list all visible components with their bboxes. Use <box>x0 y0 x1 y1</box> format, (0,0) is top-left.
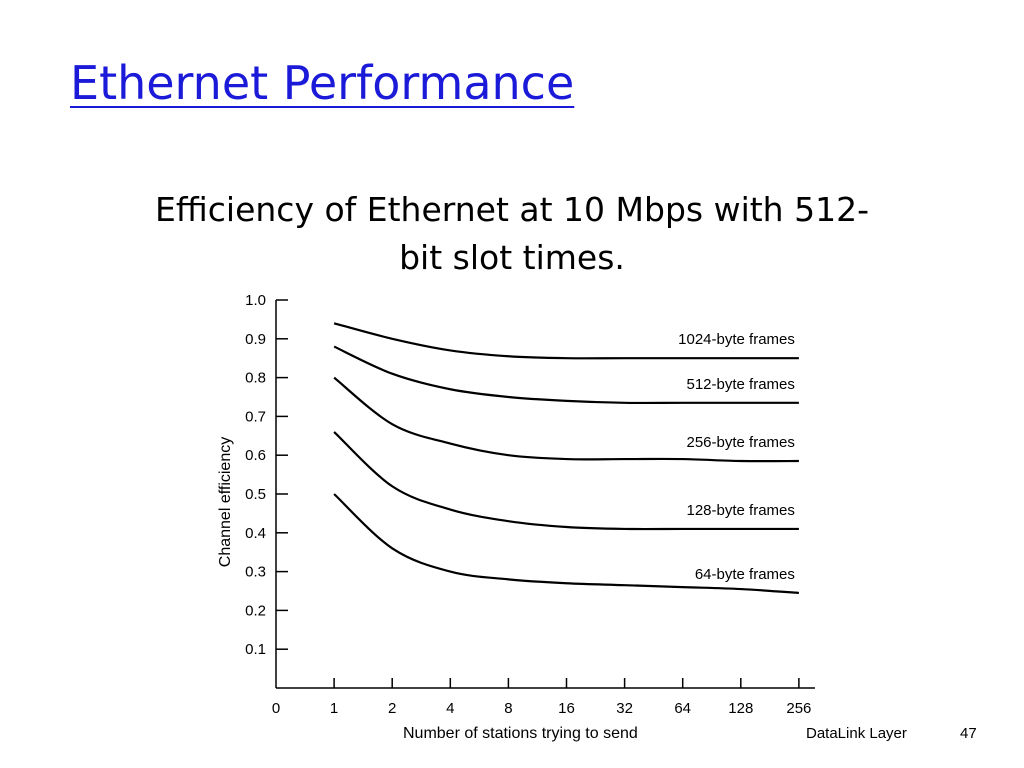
series-label: 512-byte frames <box>687 376 795 393</box>
y-tick-label: 0.2 <box>245 602 266 619</box>
x-tick-label: 2 <box>388 700 396 717</box>
series-label: 64-byte frames <box>695 566 795 583</box>
subtitle-line-2: bit slot times. <box>399 238 625 277</box>
series-line <box>333 376 799 463</box>
series-label: 256-byte frames <box>687 434 795 451</box>
y-tick-label: 0.6 <box>245 447 266 464</box>
y-tick-label: 0.9 <box>245 331 266 348</box>
series-line <box>333 493 799 595</box>
x-tick-label: 1 <box>330 700 338 717</box>
x-tick-label: 4 <box>446 700 454 717</box>
y-tick-label: 1.0 <box>245 292 266 309</box>
x-axis-label: Number of stations trying to send <box>403 725 638 742</box>
slide-title: Ethernet Performance <box>70 56 575 110</box>
y-tick-label: 0.4 <box>245 525 266 542</box>
x-tick-label: 256 <box>786 700 811 717</box>
y-tick-label: 0.7 <box>245 408 266 425</box>
x-tick-label: 128 <box>728 700 753 717</box>
y-tick-label: 0.8 <box>245 370 266 387</box>
x-tick-label: 32 <box>616 700 633 717</box>
series-line <box>333 345 799 405</box>
y-axis-label: Channel efficiency <box>217 437 234 567</box>
series-line <box>333 322 799 360</box>
efficiency-chart: 0.1 0.2 0.3 0.4 0.5 0.6 0.7 0.8 0.9 1.0 0 1 2 4 8 16 32 6… <box>216 284 816 744</box>
x-tick-label: 16 <box>558 700 575 717</box>
series-label: 128-byte frames <box>687 502 795 519</box>
x-tick-label: 0 <box>272 700 280 717</box>
page-number: 47 <box>960 725 977 742</box>
x-tick-label: 64 <box>674 700 691 717</box>
slide-subtitle: Efficiency of Ethernet at 10 Mbps with 5… <box>60 186 964 282</box>
y-tick-label: 0.5 <box>245 486 266 503</box>
x-tick-label: 8 <box>504 700 512 717</box>
y-tick-label: 0.1 <box>245 641 266 658</box>
chart-svg: 0.1 0.2 0.3 0.4 0.5 0.6 0.7 0.8 0.9 1.0 0 1 2 4 8 16 32 6… <box>217 292 815 742</box>
series-line <box>333 431 799 531</box>
footer-label: DataLink Layer <box>806 725 907 742</box>
y-tick-label: 0.3 <box>245 564 266 581</box>
subtitle-line-1: Efficiency of Ethernet at 10 Mbps with 5… <box>155 190 869 229</box>
series-label: 1024-byte frames <box>678 331 795 348</box>
